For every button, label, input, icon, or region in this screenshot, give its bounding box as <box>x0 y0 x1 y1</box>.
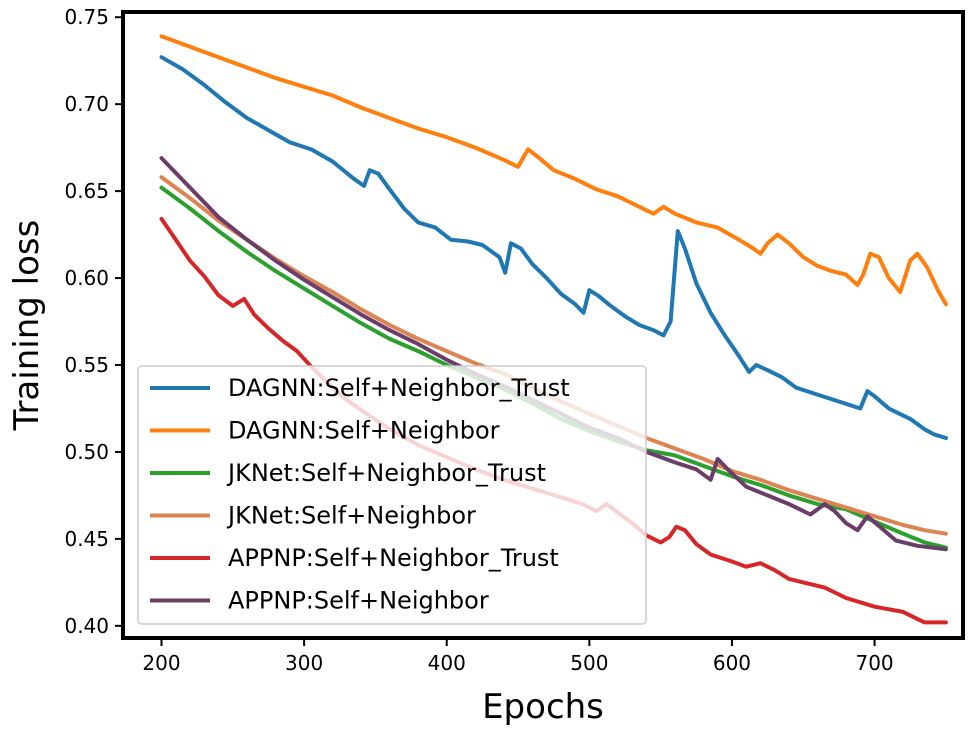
x-tick-label-3: 500 <box>570 651 608 675</box>
x-tick-label-4: 600 <box>713 651 751 675</box>
y-axis-title: Training loss <box>7 220 47 432</box>
y-tick-label-5: 0.65 <box>64 179 109 203</box>
legend-label-5: APPNP:Self+Neighbor <box>228 587 489 615</box>
legend-label-3: JKNet:Self+Neighbor <box>226 502 476 530</box>
y-tick-label-2: 0.50 <box>64 440 109 464</box>
x-tick-label-5: 700 <box>855 651 893 675</box>
y-tick-label-1: 0.45 <box>64 527 109 551</box>
legend-label-4: APPNP:Self+Neighbor_Trust <box>228 544 559 572</box>
x-axis-ticks: 200 300 400 500 600 700 <box>142 638 894 675</box>
legend-box <box>137 365 647 625</box>
x-tick-label-2: 400 <box>428 651 466 675</box>
y-tick-label-3: 0.55 <box>64 353 109 377</box>
x-tick-label-0: 200 <box>142 651 180 675</box>
y-tick-label-6: 0.70 <box>64 92 109 116</box>
legend: DAGNN:Self+Neighbor_Trust DAGNN:Self+Neig… <box>137 365 647 625</box>
x-tick-label-1: 300 <box>285 651 323 675</box>
x-axis-title: Epochs <box>482 687 604 727</box>
legend-label-1: DAGNN:Self+Neighbor <box>228 417 500 445</box>
y-tick-label-4: 0.60 <box>64 266 109 290</box>
plot-frame <box>121 10 965 640</box>
legend-label-2: JKNet:Self+Neighbor_Trust <box>226 459 546 487</box>
y-tick-label-7: 0.75 <box>64 5 109 29</box>
series-line-5 <box>159 156 948 552</box>
series-line-1 <box>159 34 948 307</box>
y-axis-ticks: 0.40 0.45 0.50 0.55 0.60 0.65 0.70 0.75 <box>64 5 123 638</box>
y-tick-label-0: 0.40 <box>64 614 109 638</box>
legend-label-0: DAGNN:Self+Neighbor_Trust <box>228 374 570 402</box>
series-line-0 <box>159 55 948 440</box>
